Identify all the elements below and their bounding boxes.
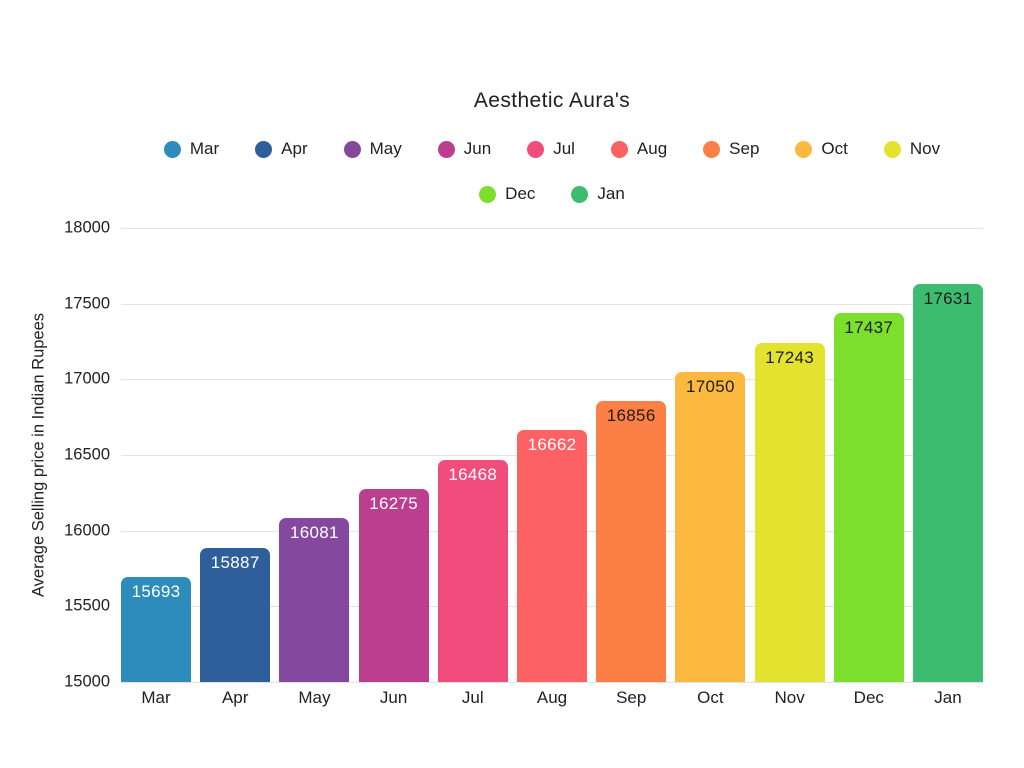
y-tick-label-15000: 15000 xyxy=(64,672,110,691)
legend-dot-icon xyxy=(610,140,628,158)
legend-item-apr: Apr xyxy=(255,139,308,159)
gridline-17000 xyxy=(121,379,983,381)
legend-item-oct: Oct xyxy=(795,139,848,159)
legend-label: Jul xyxy=(553,139,575,158)
y-tick-label-15500: 15500 xyxy=(64,596,110,615)
legend-dot-icon xyxy=(527,140,545,158)
bar-mar: 15693 xyxy=(121,577,191,682)
legend-label: Nov xyxy=(909,139,941,158)
x-tick-label-sep: Sep xyxy=(616,688,647,707)
legend-label: Jun xyxy=(463,139,492,158)
gridline-17500 xyxy=(121,303,983,305)
legend-dot-icon xyxy=(255,140,273,158)
bar-value-label-may: 16081 xyxy=(290,523,339,543)
x-axis-tick-labels: Mar Apr May Jun Jul Aug Sep Oct Nov Dec Jan xyxy=(121,688,983,712)
legend-dot-icon xyxy=(795,140,813,158)
bar-value-label-mar: 15693 xyxy=(131,582,181,602)
legend-row-2: Dec Jan xyxy=(121,184,983,204)
legend-label: Jan xyxy=(597,184,625,203)
gridline-15000 xyxy=(121,682,983,683)
legend-label: Oct xyxy=(821,139,848,158)
x-tick-label-may: May xyxy=(298,688,331,707)
bar-value-label-jun: 16275 xyxy=(369,494,418,514)
bar-value-label-aug: 16662 xyxy=(527,435,577,455)
y-axis-tick-labels: 18000 17500 17000 16500 16000 15500 15000 xyxy=(0,219,110,691)
x-tick-label-dec: Dec xyxy=(853,688,884,707)
bar-value-label-dec: 17437 xyxy=(844,318,894,338)
bar-aug: 16662 xyxy=(517,430,587,682)
legend-row-1: Mar Apr May Jun Jul Aug Sep Oct Nov xyxy=(121,139,983,159)
legend-dot-icon xyxy=(703,140,721,158)
legend-dot-icon xyxy=(343,140,361,158)
plot-area: 15693 15887 16081 16275 16468 16662 16856 17050… xyxy=(121,228,983,683)
bar-oct: 17050 xyxy=(675,371,746,682)
x-tick-label-jul: Jul xyxy=(461,688,484,707)
legend-item-dec: Dec xyxy=(479,184,535,204)
legend-label: Mar xyxy=(189,139,220,158)
legend-label: Dec xyxy=(505,184,536,203)
bar-value-label-jul: 16468 xyxy=(448,464,498,484)
legend-dot-icon xyxy=(571,185,589,203)
bar-sep: 16856 xyxy=(596,401,667,682)
bar-jun: 16275 xyxy=(358,489,429,682)
legend-item-may: May xyxy=(343,139,402,159)
x-tick-label-nov: Nov xyxy=(774,688,805,707)
legend-item-jan: Jan xyxy=(571,184,625,204)
legend-label: May xyxy=(369,139,402,158)
legend-dot-icon xyxy=(479,185,497,203)
x-tick-label-aug: Aug xyxy=(536,688,568,707)
bar-nov: 17243 xyxy=(754,342,825,682)
y-tick-label-16500: 16500 xyxy=(64,445,110,464)
legend-dot-icon xyxy=(163,140,181,158)
legend-item-nov: Nov xyxy=(883,139,941,159)
bar-value-label-sep: 16856 xyxy=(606,406,656,426)
bar-value-label-apr: 15887 xyxy=(210,552,260,572)
legend-label: Sep xyxy=(729,139,760,158)
bar-value-label-jan: 17631 xyxy=(923,288,973,308)
legend-dot-icon xyxy=(883,140,901,158)
legend-item-mar: Mar xyxy=(163,139,220,159)
bar-value-label-oct: 17050 xyxy=(686,376,735,396)
x-tick-label-apr: Apr xyxy=(221,688,249,707)
bar-dec: 17437 xyxy=(833,313,904,682)
y-tick-label-17500: 17500 xyxy=(64,294,110,313)
legend-item-sep: Sep xyxy=(703,139,759,159)
x-tick-label-oct: Oct xyxy=(697,688,724,707)
x-tick-label-mar: Mar xyxy=(141,688,171,707)
legend-label: Aug xyxy=(636,139,668,158)
y-tick-label-17000: 17000 xyxy=(64,369,110,388)
bar-jul: 16468 xyxy=(437,459,508,682)
legend-item-jul: Jul xyxy=(527,139,575,159)
chart-title: Aesthetic Aura's xyxy=(473,89,631,112)
bar-may: 16081 xyxy=(279,518,350,682)
y-tick-label-18000: 18000 xyxy=(64,218,110,237)
legend-item-aug: Aug xyxy=(610,139,668,159)
legend-dot-icon xyxy=(437,140,455,158)
gridline-18000 xyxy=(121,228,983,229)
x-tick-label-jan: Jan xyxy=(934,688,962,707)
bar-jan: 17631 xyxy=(913,283,983,682)
legend-label: Apr xyxy=(281,139,308,158)
bar-apr: 15887 xyxy=(200,547,271,682)
bar-value-label-nov: 17243 xyxy=(765,347,814,367)
y-tick-label-16000: 16000 xyxy=(64,521,110,540)
legend-item-jun: Jun xyxy=(437,139,492,159)
x-tick-label-jun: Jun xyxy=(379,688,408,707)
